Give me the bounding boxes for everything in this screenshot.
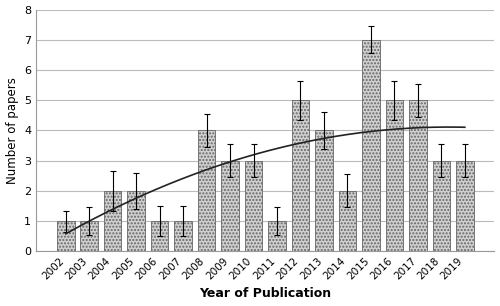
Bar [151,221,168,251]
Bar [57,221,74,251]
Bar [222,161,239,251]
Bar [174,221,192,251]
Bar [104,191,122,251]
Bar [338,191,356,251]
Bar [386,100,403,251]
Bar [456,161,473,251]
Bar [432,161,450,251]
Bar [244,161,262,251]
Bar [128,191,145,251]
Bar [198,130,216,251]
Bar [80,221,98,251]
Bar [292,100,310,251]
X-axis label: Year of Publication: Year of Publication [199,287,332,300]
Bar [268,221,286,251]
Bar [409,100,426,251]
Bar [362,40,380,251]
Bar [315,130,333,251]
Y-axis label: Number of papers: Number of papers [6,77,18,184]
